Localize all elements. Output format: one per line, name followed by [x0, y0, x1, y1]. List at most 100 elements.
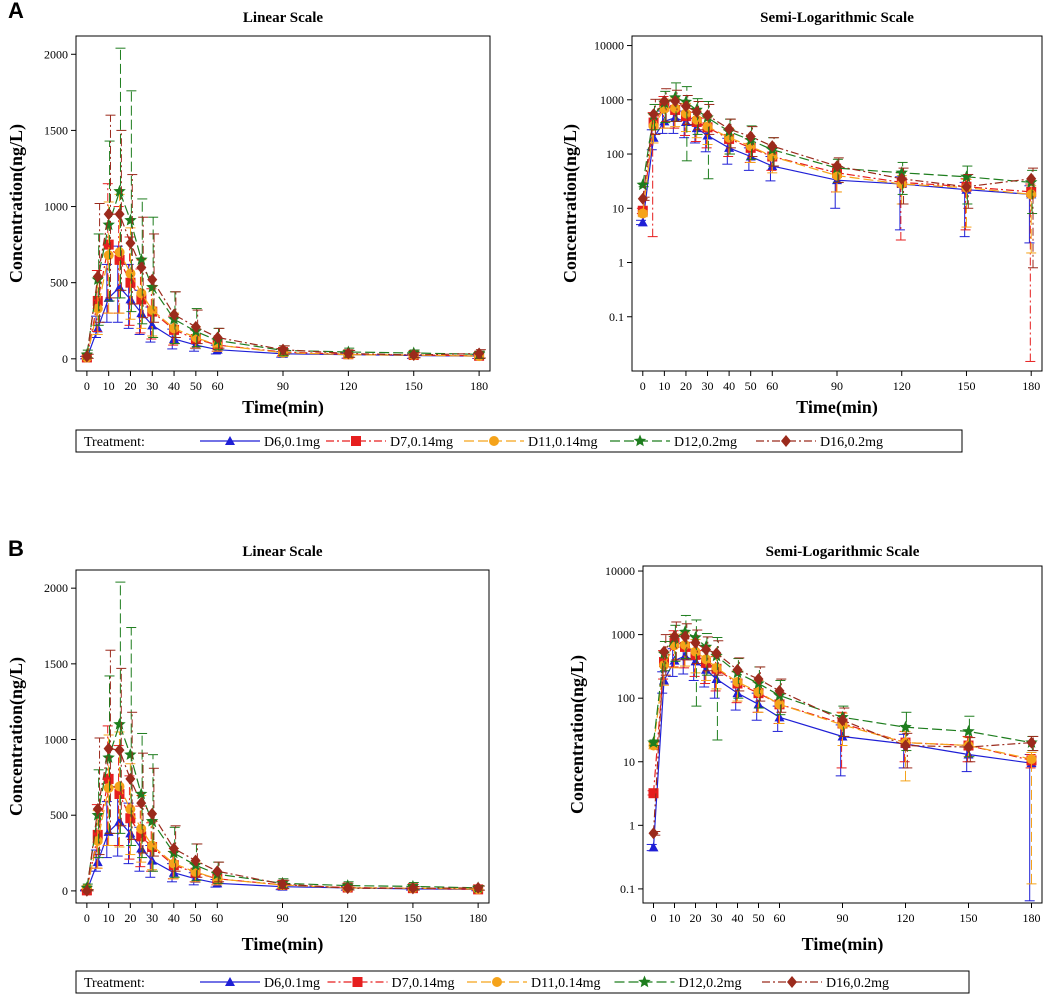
data-point — [774, 684, 785, 697]
data-point — [102, 218, 115, 231]
legend-entry: D11,0.14mg — [467, 976, 600, 991]
legend-entry: D7,0.14mg — [327, 976, 455, 991]
x-tick-label: 20 — [680, 379, 692, 393]
data-point — [648, 788, 659, 799]
panel-letter-a: A — [8, 0, 24, 23]
legend-entry: D11,0.14mg — [464, 435, 597, 450]
data-point — [690, 636, 701, 649]
legend-entry: D16,0.2mg — [756, 435, 883, 450]
legend-title: Treatment: — [84, 976, 145, 991]
data-point — [81, 884, 92, 897]
data-point — [637, 192, 648, 205]
series-line — [86, 213, 480, 357]
legend-marker-square — [352, 977, 363, 987]
x-tick-label: 60 — [766, 379, 778, 393]
x-tick-label: 90 — [837, 911, 849, 925]
data-point — [1026, 736, 1037, 749]
x-tick-label: 40 — [168, 911, 180, 925]
series-line — [642, 100, 1032, 199]
data-point — [474, 347, 485, 360]
y-tick-label: 2000 — [44, 47, 68, 61]
data-point — [168, 842, 179, 855]
data-point — [136, 823, 147, 834]
data-point — [103, 250, 114, 261]
data-point — [636, 178, 649, 191]
legend-entry: D6,0.1mg — [200, 435, 320, 450]
y-tick-label: 1000 — [44, 200, 68, 214]
data-point — [92, 835, 103, 846]
y-tick-label: 10 — [623, 755, 635, 769]
legend-entry: D12,0.2mg — [614, 975, 742, 991]
series-d16-0-2mg — [81, 649, 485, 897]
y-axis-label: Concentration(ng/L) — [6, 657, 27, 816]
series-line — [652, 635, 1032, 834]
data-point — [125, 804, 136, 815]
data-point — [732, 676, 743, 687]
data-point — [895, 166, 908, 179]
data-point — [637, 208, 648, 219]
series-line — [642, 105, 1032, 211]
data-point — [212, 865, 223, 878]
legend-marker-square — [351, 436, 361, 446]
x-tick-label: 120 — [339, 911, 357, 925]
data-point — [342, 882, 353, 895]
y-tick-label: 0 — [62, 352, 68, 366]
data-point — [753, 687, 764, 698]
y-tick-label: 10 — [612, 201, 624, 215]
data-point — [190, 320, 201, 333]
legend-label: D12,0.2mg — [679, 976, 742, 991]
data-point — [832, 170, 842, 181]
data-point — [670, 103, 681, 114]
x-tick-label: 0 — [651, 911, 657, 925]
data-point — [92, 803, 103, 816]
chart-b-log: Semi-Logarithmic Scale 0 10 20 30 40 50 60 90 120… — [567, 544, 1043, 955]
legend-box — [75, 429, 963, 453]
series-line — [86, 189, 480, 355]
data-point — [702, 109, 713, 122]
y-tick-label: 500 — [50, 808, 68, 822]
x-axis-label: Time(min) — [802, 934, 884, 955]
data-point — [168, 858, 179, 869]
data-point — [767, 140, 778, 153]
x-tick-label: 50 — [190, 911, 202, 925]
legend-label: D6,0.1mg — [264, 435, 320, 450]
x-tick-label: 20 — [124, 911, 136, 925]
data-point — [680, 100, 691, 113]
series-d16-0-2mg — [637, 88, 1039, 269]
data-point — [767, 151, 778, 162]
series-d11-0-14mg — [648, 632, 1037, 885]
series-d16-0-2mg — [648, 621, 1039, 840]
data-point — [732, 663, 743, 676]
plot-frame — [631, 35, 1043, 372]
series-d11-0-14mg — [637, 97, 1037, 254]
x-tick-label: 30 — [711, 911, 723, 925]
x-tick-label: 60 — [212, 379, 224, 393]
data-point — [114, 789, 125, 800]
data-point — [648, 827, 659, 840]
y-tick-label: 1000 — [44, 733, 68, 747]
data-point — [147, 273, 158, 286]
legend-entry: D6,0.1mg — [200, 976, 320, 991]
data-point — [114, 254, 125, 265]
data-point — [145, 814, 159, 827]
y-tick-label: 500 — [50, 276, 68, 290]
x-tick-label: 180 — [1022, 379, 1040, 393]
data-point — [691, 105, 702, 118]
x-axis-label: Time(min) — [242, 934, 324, 955]
data-point — [190, 854, 201, 867]
data-point — [277, 878, 288, 891]
plot-frame — [75, 569, 490, 904]
data-point — [896, 172, 907, 185]
data-point — [125, 772, 136, 785]
x-tick-label: 30 — [146, 379, 158, 393]
legend-a: Treatment: D6,0.1mg D7,0.14mg D11,0.14mg D12… — [75, 429, 963, 453]
data-point — [124, 748, 137, 760]
data-point — [832, 160, 842, 173]
data-point — [103, 208, 114, 221]
y-tick-label: 1 — [618, 256, 624, 270]
data-point — [647, 736, 660, 748]
legend-marker-triangle — [225, 977, 235, 986]
data-point — [701, 654, 711, 665]
series-line — [642, 107, 1032, 214]
